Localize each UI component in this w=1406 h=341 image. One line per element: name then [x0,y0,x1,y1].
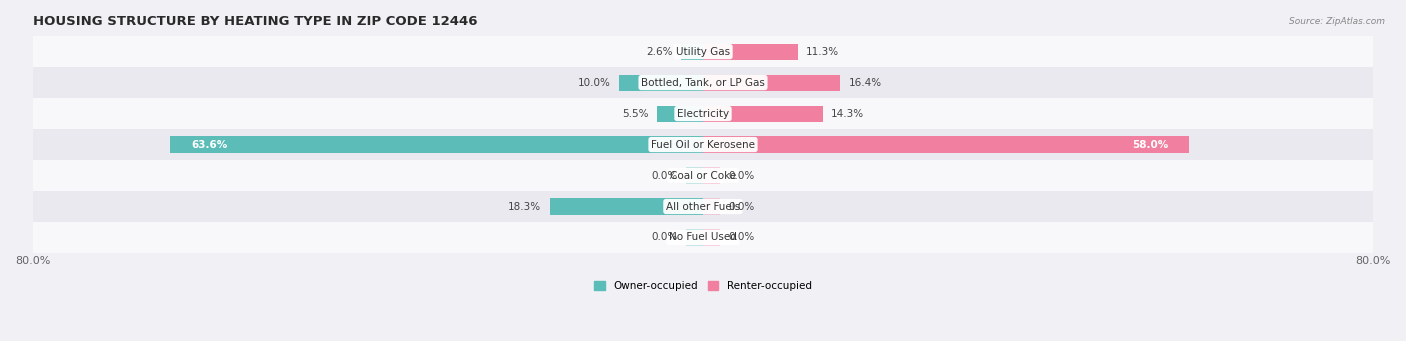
Text: Coal or Coke: Coal or Coke [669,170,737,180]
Text: 0.0%: 0.0% [728,202,755,211]
Bar [686,229,703,246]
Bar [32,98,1374,129]
Bar [657,105,703,122]
Bar [32,67,1374,98]
Text: All other Fuels: All other Fuels [666,202,740,211]
Bar [703,198,720,214]
Text: Bottled, Tank, or LP Gas: Bottled, Tank, or LP Gas [641,78,765,88]
Bar [703,105,823,122]
Text: 0.0%: 0.0% [651,233,678,242]
Text: 16.4%: 16.4% [849,78,882,88]
Text: 0.0%: 0.0% [728,170,755,180]
Bar [32,160,1374,191]
Bar [686,167,703,183]
Text: Source: ZipAtlas.com: Source: ZipAtlas.com [1289,17,1385,26]
Bar [682,44,703,60]
Text: 2.6%: 2.6% [647,47,673,57]
Text: Electricity: Electricity [676,108,730,119]
Bar [32,191,1374,222]
Text: 0.0%: 0.0% [728,233,755,242]
Text: 14.3%: 14.3% [831,108,865,119]
Text: Utility Gas: Utility Gas [676,47,730,57]
Bar [170,136,703,153]
Bar [550,198,703,214]
Text: 63.6%: 63.6% [191,139,228,150]
Legend: Owner-occupied, Renter-occupied: Owner-occupied, Renter-occupied [591,277,815,296]
Bar [32,129,1374,160]
Text: Fuel Oil or Kerosene: Fuel Oil or Kerosene [651,139,755,150]
Bar [703,229,720,246]
Text: 5.5%: 5.5% [621,108,648,119]
Text: 18.3%: 18.3% [508,202,541,211]
Text: HOUSING STRUCTURE BY HEATING TYPE IN ZIP CODE 12446: HOUSING STRUCTURE BY HEATING TYPE IN ZIP… [32,15,477,28]
Bar [619,75,703,91]
Bar [703,75,841,91]
Bar [32,36,1374,67]
Bar [703,136,1189,153]
Bar [703,44,797,60]
Text: 11.3%: 11.3% [806,47,839,57]
Bar [703,167,720,183]
Text: 10.0%: 10.0% [578,78,610,88]
Text: 0.0%: 0.0% [651,170,678,180]
Text: 58.0%: 58.0% [1132,139,1168,150]
Bar [32,222,1374,253]
Text: No Fuel Used: No Fuel Used [669,233,737,242]
